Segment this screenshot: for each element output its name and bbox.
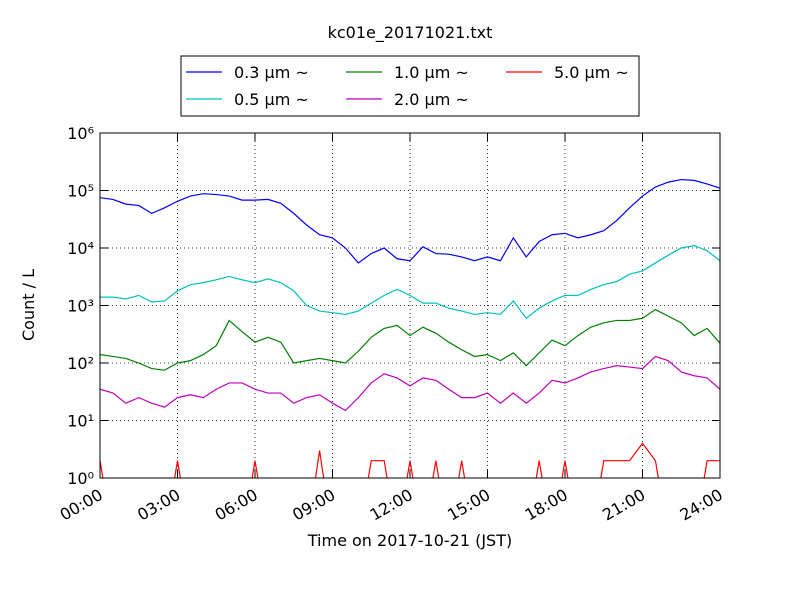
y-tick-label: 10¹ bbox=[67, 412, 94, 431]
y-tick-label: 10² bbox=[67, 354, 94, 373]
legend-label: 5.0 μm ~ bbox=[554, 63, 629, 82]
series-line bbox=[100, 178, 720, 264]
legend-label: 2.0 μm ~ bbox=[394, 90, 469, 109]
y-tick-label: 10⁵ bbox=[67, 182, 94, 201]
y-tick-label: 10⁶ bbox=[67, 124, 94, 143]
y-tick-label: 10⁰ bbox=[67, 469, 94, 488]
legend-label: 0.3 μm ~ bbox=[234, 63, 309, 82]
series-line bbox=[100, 355, 720, 412]
series-line bbox=[100, 244, 720, 320]
y-tick-label: 10⁴ bbox=[67, 239, 94, 258]
legend-label: 1.0 μm ~ bbox=[394, 63, 469, 82]
series-line bbox=[100, 308, 720, 371]
chart-title: kc01e_20171021.txt bbox=[328, 23, 493, 43]
legend bbox=[180, 55, 640, 117]
series-line bbox=[100, 442, 720, 478]
y-axis-label: Count / L bbox=[19, 269, 38, 341]
x-axis-label: Time on 2017-10-21 (JST) bbox=[307, 531, 512, 550]
y-tick-label: 10³ bbox=[67, 297, 94, 316]
legend-label: 0.5 μm ~ bbox=[234, 90, 309, 109]
